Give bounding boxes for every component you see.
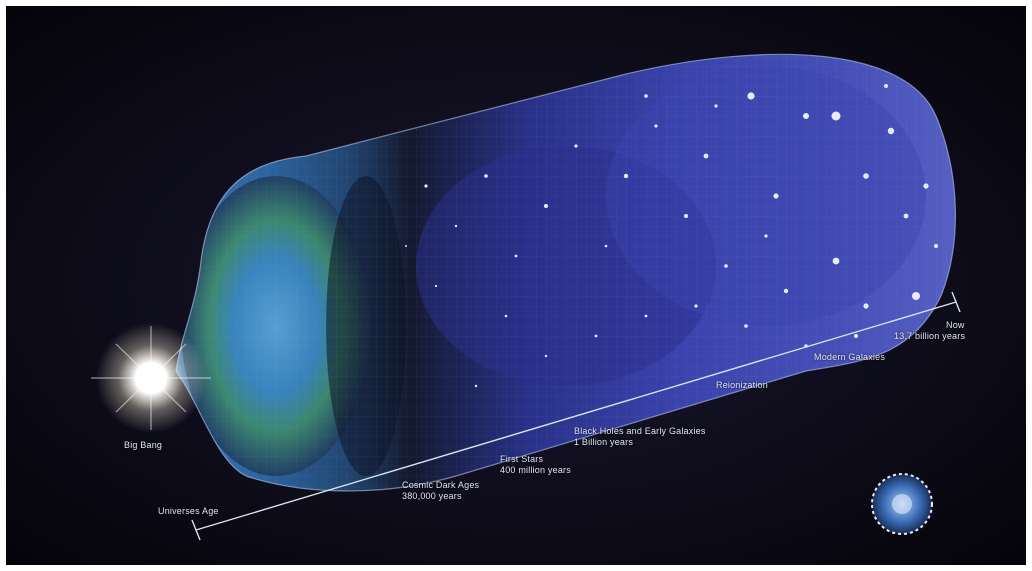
label-universe-age: Universes Age [158,506,219,516]
label-now-title: Now [946,320,965,330]
label-first-stars: First Stars 400 million years [500,454,571,476]
label-reionization: Reionization [716,380,768,390]
label-first-stars-title: First Stars [500,454,544,464]
label-first-stars-years: 400 million years [500,465,571,475]
big-bang-flash [91,323,211,433]
timeline-axis [191,291,961,541]
label-cosmic-dark-ages: Cosmic Dark Ages 380,000 years [402,480,479,502]
label-black-holes-years: 1 Billion years [574,437,634,447]
universe-badge-icon [871,473,933,535]
galaxy-points [405,84,938,388]
label-cosmic-dark-ages-years: 380,000 years [402,491,462,501]
universe-tube [175,53,956,492]
universe-timeline-illustration: Big Bang Universes Age Cosmic Dark Ages … [6,6,1026,565]
label-modern-galaxies: Modern Galaxies [814,352,886,362]
label-now-years: 13.7 billion years [894,331,966,341]
label-black-holes-title: Black Holes and Early Galaxies [574,426,706,436]
label-now: Now 13.7 billion years [894,320,965,342]
label-black-holes: Black Holes and Early Galaxies 1 Billion… [574,426,706,448]
label-cosmic-dark-ages-title: Cosmic Dark Ages [402,480,480,490]
label-big-bang: Big Bang [124,440,163,450]
universe-expansion-artwork [6,6,1026,565]
